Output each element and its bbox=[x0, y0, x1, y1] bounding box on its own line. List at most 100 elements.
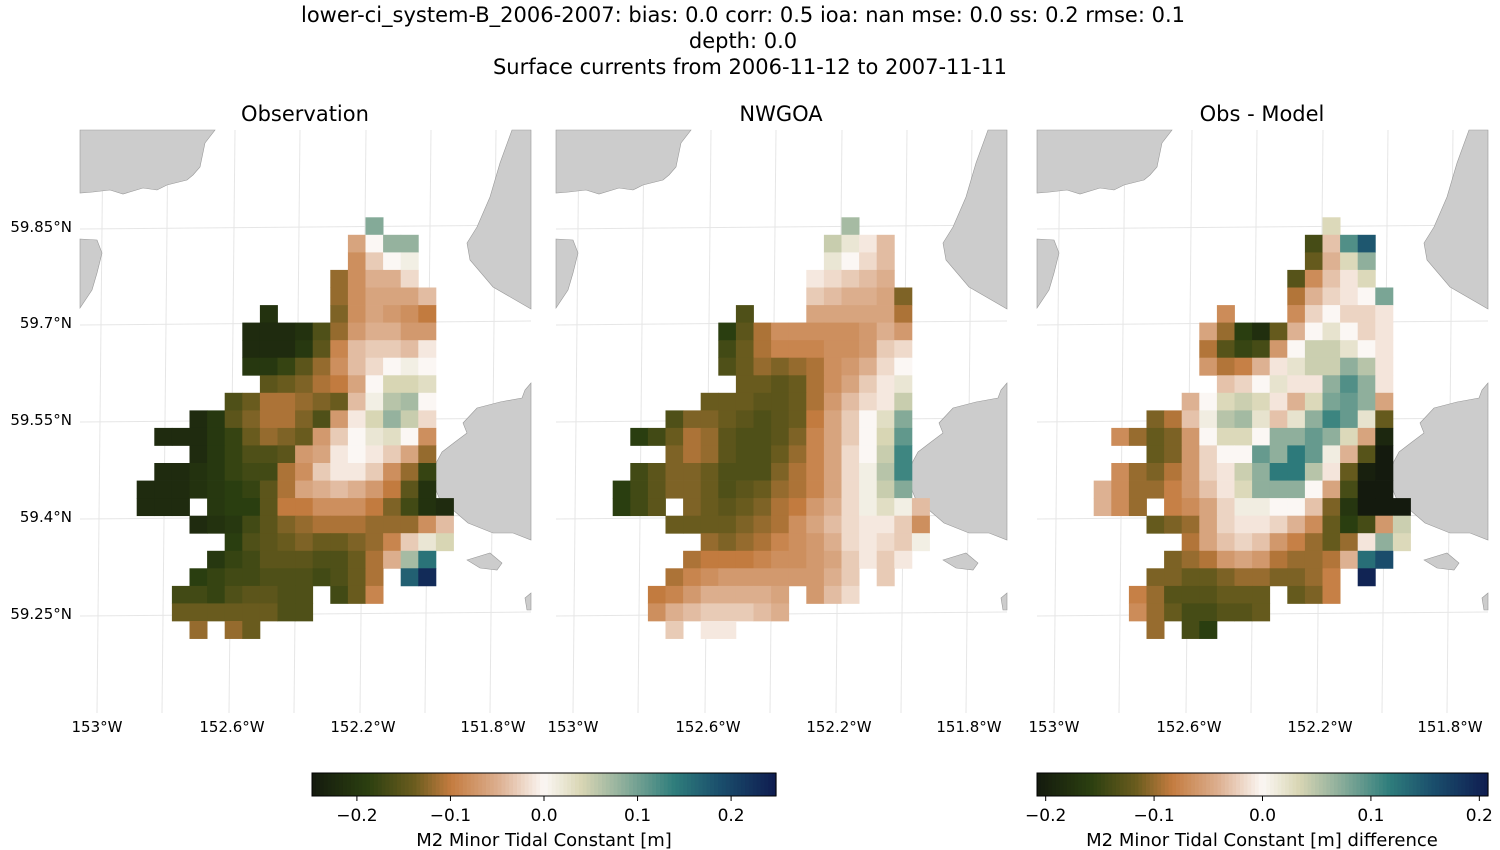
grid-cell bbox=[1146, 568, 1165, 587]
grid-cell bbox=[1357, 480, 1376, 499]
grid-cell bbox=[894, 550, 913, 569]
grid-cell bbox=[735, 550, 754, 569]
grid-cell bbox=[1164, 427, 1183, 446]
colorbar-segment bbox=[501, 773, 506, 796]
grid-cell bbox=[330, 550, 349, 569]
colorbar-segment bbox=[690, 773, 696, 796]
colorbar-segment bbox=[706, 773, 711, 796]
colorbar-segment bbox=[551, 773, 557, 796]
grid-cell bbox=[1128, 603, 1147, 622]
grid-cell bbox=[383, 392, 402, 411]
colorbar-segment bbox=[617, 773, 622, 796]
grid-cell bbox=[1322, 305, 1341, 324]
grid-cell bbox=[718, 550, 737, 569]
grid-cell bbox=[630, 463, 649, 481]
grid-cell bbox=[753, 480, 772, 499]
grid-cell bbox=[647, 603, 666, 622]
colorbar-tick-label: −0.2 bbox=[336, 806, 377, 826]
grid-cell bbox=[911, 515, 930, 534]
grid-cell bbox=[1287, 480, 1306, 499]
panel-obs-minus-model: Obs - Model 153°W 152.6°W 152.2°W 151.8°W bbox=[1029, 102, 1489, 736]
grid-cell bbox=[806, 463, 825, 481]
grid-cell bbox=[665, 568, 684, 587]
grid-cell bbox=[365, 340, 384, 359]
figure-title-line-1: lower-ci_system-B_2006-2007: bias: 0.0 c… bbox=[301, 3, 1185, 28]
colorbar-segment bbox=[544, 773, 549, 796]
colorbar-segment bbox=[1416, 773, 1421, 796]
grid-cell bbox=[1234, 340, 1253, 359]
grid-cell bbox=[1252, 392, 1271, 411]
grid-cell bbox=[365, 392, 384, 411]
grid-cell bbox=[400, 410, 419, 429]
grid-cell bbox=[259, 463, 278, 481]
grid-cell bbox=[1287, 305, 1306, 324]
grid-cell bbox=[859, 480, 878, 499]
colorbar-segment bbox=[710, 773, 715, 796]
grid-cell bbox=[612, 480, 631, 499]
grid-cell bbox=[823, 392, 842, 411]
grid-cell bbox=[1340, 410, 1359, 429]
grid-cell bbox=[1234, 357, 1253, 376]
grid-cell bbox=[876, 252, 895, 271]
colorbar-segment bbox=[694, 773, 700, 796]
grid-cell bbox=[1357, 463, 1376, 481]
grid-cell bbox=[1357, 410, 1376, 429]
grid-cell bbox=[823, 498, 842, 517]
grid-cell bbox=[1287, 533, 1306, 552]
grid-cell bbox=[1181, 550, 1200, 569]
grid-cell bbox=[418, 515, 437, 534]
grid-cell bbox=[259, 445, 278, 464]
grid-cell bbox=[259, 603, 278, 622]
colorbar-segment bbox=[1164, 773, 1170, 796]
grid-cell bbox=[1357, 550, 1376, 569]
grid-cell bbox=[277, 322, 296, 341]
colorbar-segment bbox=[1224, 773, 1230, 796]
colorbar-segment bbox=[721, 773, 727, 796]
grid-cell bbox=[1287, 322, 1306, 341]
grid-cell bbox=[418, 357, 437, 376]
grid-cell bbox=[347, 515, 366, 534]
grid-cell bbox=[1234, 498, 1253, 517]
grid-cell bbox=[1199, 568, 1218, 587]
grid-cell bbox=[1216, 515, 1235, 534]
latitude-gridline bbox=[1036, 224, 1489, 230]
grid-cell bbox=[242, 392, 261, 411]
colorbar-segment bbox=[323, 773, 329, 796]
grid-cell bbox=[154, 480, 173, 499]
grid-cell bbox=[806, 568, 825, 587]
grid-cell bbox=[347, 322, 366, 341]
colorbar-segment bbox=[1044, 773, 1049, 796]
colorbar-segment bbox=[1198, 773, 1203, 796]
colorbar-segment bbox=[1424, 773, 1429, 796]
grid-cell bbox=[242, 480, 261, 499]
colorbar-segment bbox=[1341, 773, 1346, 796]
colorbar-segment bbox=[412, 773, 417, 796]
colorbar-segment bbox=[629, 773, 634, 796]
colorbar-tick-label: 0.0 bbox=[530, 806, 557, 826]
grid-cell bbox=[400, 375, 419, 394]
grid-cell bbox=[753, 357, 772, 376]
colorbar-segment bbox=[1303, 773, 1309, 796]
grid-cell bbox=[1093, 480, 1112, 499]
grid-cell bbox=[1199, 498, 1218, 517]
grid-cell bbox=[841, 357, 860, 376]
grid-cell bbox=[1340, 357, 1359, 376]
grid-cell bbox=[400, 515, 419, 534]
grid-cell bbox=[242, 603, 261, 622]
grid-cell bbox=[383, 252, 402, 271]
grid-cell bbox=[1322, 392, 1341, 411]
grid-cell bbox=[154, 427, 173, 446]
colorbar-segment bbox=[741, 773, 746, 796]
grid-cell bbox=[1340, 445, 1359, 464]
colorbar-segment bbox=[1123, 773, 1128, 796]
grid-cell bbox=[383, 480, 402, 499]
grid-cell bbox=[771, 533, 790, 552]
colorbar-segment bbox=[1153, 773, 1158, 796]
colorbar-segment bbox=[397, 773, 402, 796]
grid-cell bbox=[1199, 322, 1218, 341]
grid-cell bbox=[242, 357, 261, 376]
grid-cell bbox=[224, 515, 243, 534]
grid-cell bbox=[259, 375, 278, 394]
grid-cell bbox=[700, 533, 719, 552]
colorbar-segment bbox=[586, 773, 591, 796]
